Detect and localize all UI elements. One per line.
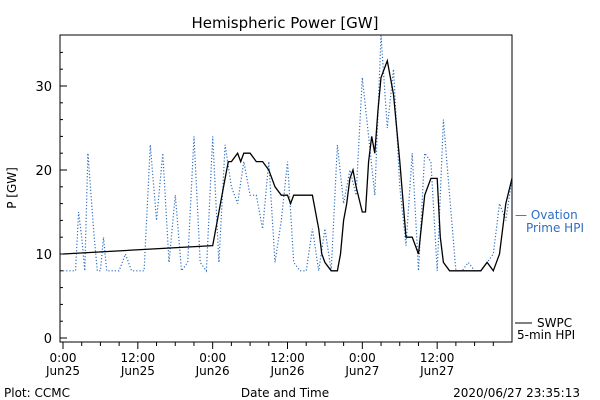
x-tick-date: Jun27 bbox=[419, 364, 454, 378]
legend-swpc-line1: SWPC bbox=[537, 316, 572, 330]
y-tick-label: 10 bbox=[35, 248, 52, 263]
x-tick-time: 12:00 bbox=[420, 351, 455, 365]
legend-ovation-line1: — Ovation bbox=[515, 208, 578, 222]
y-tick-label: 0 bbox=[44, 332, 52, 347]
y-axis: 0 10 20 30 bbox=[35, 51, 67, 347]
series-ovation-prime-line bbox=[63, 35, 513, 273]
legend: — Ovation Prime HPI SWPC 5-min HPI bbox=[515, 208, 584, 342]
x-tick-time: 0:00 bbox=[349, 351, 376, 365]
x-axis-label: Date and Time bbox=[241, 386, 329, 400]
x-tick-time: 12:00 bbox=[270, 351, 305, 365]
x-tick-date: Jun25 bbox=[45, 364, 80, 378]
x-tick-time: 0:00 bbox=[50, 351, 77, 365]
y-tick-label: 30 bbox=[35, 80, 52, 95]
x-tick-time: 0:00 bbox=[199, 351, 226, 365]
series-swpc-line bbox=[62, 58, 513, 273]
chart-title: Hemispheric Power [GW] bbox=[192, 14, 379, 32]
x-tick-date: Jun26 bbox=[269, 364, 304, 378]
x-tick-date: Jun26 bbox=[195, 364, 230, 378]
footer-timestamp: 2020/06/27 23:35:13 bbox=[453, 386, 580, 400]
y-axis-label: P [GW] bbox=[5, 167, 19, 209]
series-layer bbox=[62, 35, 513, 273]
legend-ovation-line2: Prime HPI bbox=[526, 221, 584, 235]
footer-plot-credit: Plot: CCMC bbox=[4, 386, 70, 400]
legend-swpc-line2: 5-min HPI bbox=[517, 328, 575, 342]
x-axis: 0:00Jun2512:00Jun250:00Jun2612:00Jun260:… bbox=[45, 342, 494, 378]
y-tick-label: 20 bbox=[35, 164, 52, 179]
plot-frame bbox=[59, 34, 513, 343]
x-tick-date: Jun27 bbox=[344, 364, 379, 378]
x-tick-date: Jun25 bbox=[120, 364, 155, 378]
x-tick-time: 12:00 bbox=[121, 351, 156, 365]
